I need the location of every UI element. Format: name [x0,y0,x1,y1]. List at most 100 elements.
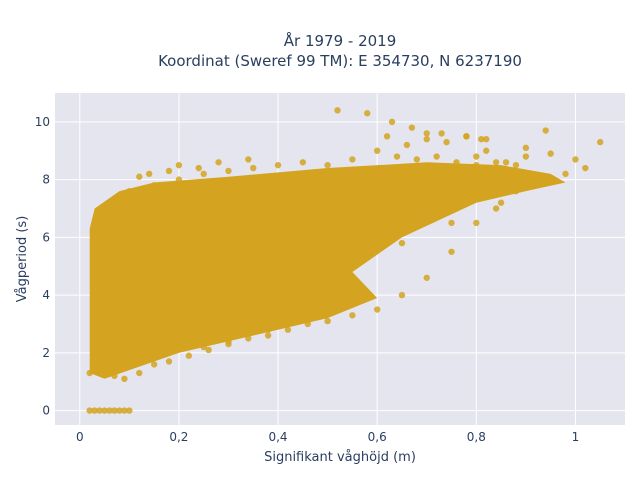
data-point [294,176,302,183]
data-point [245,156,252,163]
chart-title-line2: Koordinat (Sweref 99 TM): E 354730, N 62… [158,52,522,70]
data-point [373,147,381,154]
data-point [215,159,222,166]
y-tick-labels: 0 2 4 6 8 10 [35,115,50,418]
data-point [448,219,455,227]
data-point [91,407,98,414]
data-point [408,124,416,131]
data-point [512,187,520,195]
data-point [175,199,183,206]
data-point [354,170,361,178]
data-point [463,133,470,140]
data-point [304,320,311,328]
data-point [215,190,222,198]
data-point [250,164,257,172]
data-point [91,248,98,255]
data-point [334,173,341,180]
y-tick-label: 8 [42,173,50,187]
data-point [96,234,103,241]
data-point [393,167,401,175]
data-point [101,407,108,414]
data-point [532,182,539,189]
data-point [349,263,356,270]
data-point [106,208,113,215]
data-point [245,335,252,342]
data-point [284,320,292,328]
data-point [572,156,579,163]
data-point [542,127,549,134]
data-point [264,332,272,339]
data-point [121,407,128,414]
data-point [324,161,331,169]
data-point [175,176,183,183]
x-axis-title: Signifikant våghöjd (m) [264,450,416,465]
data-point [225,338,232,345]
data-point [205,346,212,354]
data-point [165,167,173,175]
data-point [388,118,396,126]
data-point [453,159,460,166]
data-point [413,167,421,175]
data-point [497,199,505,206]
data-point [136,173,143,180]
data-point [274,161,282,169]
y-tick-label: 0 [42,404,50,418]
data-point [101,219,108,227]
data-point [438,130,445,137]
data-point [185,352,193,359]
data-point [96,407,103,414]
data-point [165,358,173,365]
data-point [492,159,500,166]
data-point [492,205,500,212]
data-point [299,159,307,166]
data-point [364,110,371,117]
data-point [264,326,272,333]
data-point [423,130,430,137]
data-point [86,369,93,377]
data-point [200,343,207,351]
data-point [136,369,143,377]
y-tick-label: 6 [42,230,50,244]
data-point [116,407,123,414]
data-point [473,161,480,169]
data-point [373,170,381,178]
data-point [443,138,450,146]
data-point [274,179,282,186]
data-point [547,176,554,183]
data-point [423,135,430,143]
data-point [473,219,480,227]
data-point [235,185,242,192]
data-point [101,366,108,374]
data-point [126,187,133,195]
data-point [547,150,554,157]
data-point [349,312,356,319]
data-point [91,364,98,371]
data-point [175,161,183,169]
data-point [314,173,321,180]
data-point [597,138,604,146]
data-point [512,161,520,169]
data-point [195,164,202,172]
data-point [225,167,232,175]
y-tick-label: 4 [42,288,50,302]
data-point [334,107,341,114]
data-point [116,199,123,206]
data-point [136,219,143,227]
y-axis-title: Vågperiod (s) [15,216,30,303]
x-tick-label: 0 [76,430,84,444]
data-point [492,164,500,172]
data-point [562,170,569,178]
data-point [126,407,133,414]
x-tick-label: 0,6 [368,430,387,444]
data-point [155,205,163,212]
data-point [324,317,331,325]
chart-title-line1: År 1979 - 2019 [284,31,397,50]
data-point [413,156,421,163]
data-point [195,193,202,201]
data-point [403,141,411,149]
data-point [145,170,153,178]
data-point [478,135,485,143]
data-point [398,239,406,247]
data-point [111,407,118,414]
